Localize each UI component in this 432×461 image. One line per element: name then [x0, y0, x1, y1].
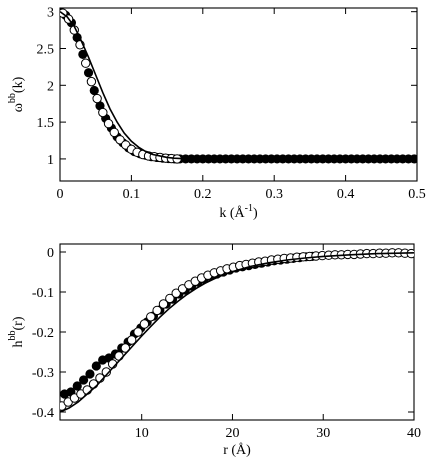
open-data-point: [133, 327, 143, 337]
x-tick-label: 0.2: [194, 187, 212, 202]
series-line: [60, 252, 414, 413]
x-tick-label: 20: [225, 426, 239, 441]
x-tick-label: 40: [407, 426, 421, 441]
open-data-point: [86, 76, 97, 87]
open-data-point: [171, 288, 181, 298]
x-tick-label: 0.5: [408, 187, 426, 202]
y-tick-label: -0.2: [32, 326, 54, 341]
x-axis-label: r (Å): [223, 442, 251, 458]
open-data-point: [127, 335, 137, 345]
y-tick-label: 1: [47, 153, 54, 168]
x-tick-label: 0: [57, 187, 64, 202]
series-line: [60, 11, 417, 160]
x-axis-label: k (Å-1): [219, 203, 258, 221]
open-data-point: [165, 293, 175, 304]
filled-data-point: [91, 361, 101, 371]
filled-data-point: [79, 375, 89, 385]
y-tick-label: -0.4: [32, 406, 54, 421]
bottom-panel: 10 20 30 40 0 -0.1 -0.2 -0.3 -0.4 r (Å) hbb(r): [7, 243, 421, 458]
open-data-point: [109, 127, 119, 138]
y-tick-label: -0.1: [32, 286, 54, 301]
y-tick-label: 0: [47, 246, 54, 261]
open-data-point: [120, 343, 131, 353]
x-tick-label: 0.3: [265, 187, 283, 202]
open-data-point: [81, 58, 91, 68]
y-tick-label: -0.3: [32, 366, 54, 381]
x-tick-label: 0.4: [337, 187, 355, 202]
x-tick-label: 10: [135, 426, 149, 441]
x-tick-label: 0.1: [123, 187, 141, 202]
filled-data-point: [85, 369, 95, 379]
open-data-point: [92, 93, 102, 104]
open-data-point: [139, 319, 150, 329]
plot-area: [60, 248, 414, 413]
plot-area: [60, 8, 417, 164]
top-panel: 0 0.1 0.2 0.3 0.4 0.5 1 1.5 2 2.5 3 k (Å-1) ωbb(k): [7, 6, 426, 221]
y-tick-label: 1.5: [37, 116, 55, 131]
y-axis-label: hbb(r): [7, 316, 26, 347]
open-data-point: [152, 305, 162, 316]
y-axis-label: ωbb(k): [7, 76, 26, 112]
filled-data-point: [72, 381, 82, 391]
open-data-point: [98, 107, 108, 118]
y-tick-label: 3: [47, 6, 54, 21]
plot-frame: [59, 7, 418, 182]
y-tick-label: 2: [47, 79, 54, 94]
open-data-point: [158, 299, 169, 309]
open-data-point: [101, 367, 111, 377]
filled-data-point: [83, 68, 94, 78]
open-data-point: [115, 135, 125, 145]
open-data-point: [103, 118, 114, 129]
open-data-point: [146, 312, 156, 322]
filled-data-point: [89, 85, 99, 96]
y-tick-label: 2.5: [37, 42, 55, 57]
x-tick-label: 30: [316, 426, 330, 441]
